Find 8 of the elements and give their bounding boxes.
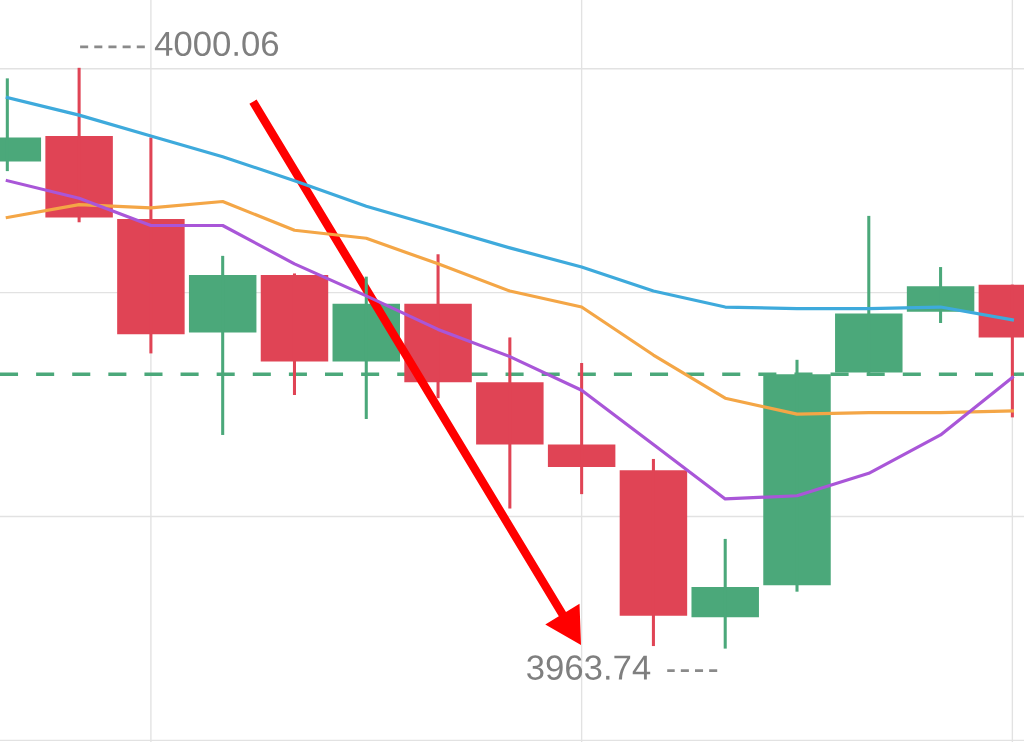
- annotation: 4000.06: [154, 31, 279, 57]
- annotation: 3963.74: [527, 655, 651, 680]
- candlestick: [476, 337, 544, 509]
- candlestick: [691, 537, 759, 649]
- candlestick: [260, 273, 329, 395]
- candlestick: [547, 363, 616, 496]
- candlestick: [619, 457, 688, 648]
- candlestick: [117, 137, 185, 354]
